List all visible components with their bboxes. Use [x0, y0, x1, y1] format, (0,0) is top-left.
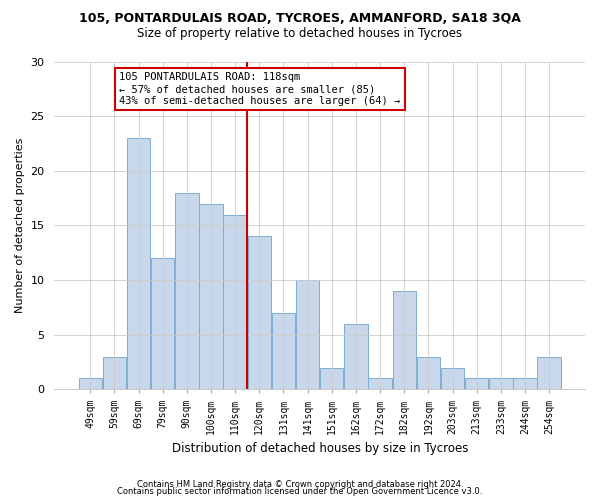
Text: Contains public sector information licensed under the Open Government Licence v3: Contains public sector information licen…: [118, 488, 482, 496]
Bar: [175, 192, 199, 390]
Bar: [513, 378, 537, 390]
Text: 105, PONTARDULAIS ROAD, TYCROES, AMMANFORD, SA18 3QA: 105, PONTARDULAIS ROAD, TYCROES, AMMANFO…: [79, 12, 521, 26]
Bar: [151, 258, 175, 390]
Bar: [127, 138, 150, 390]
Bar: [368, 378, 392, 390]
Bar: [103, 356, 126, 390]
Bar: [441, 368, 464, 390]
Bar: [392, 291, 416, 390]
Y-axis label: Number of detached properties: Number of detached properties: [15, 138, 25, 313]
Bar: [79, 378, 102, 390]
Bar: [272, 313, 295, 390]
Bar: [296, 280, 319, 390]
Bar: [344, 324, 368, 390]
Bar: [489, 378, 512, 390]
Bar: [320, 368, 343, 390]
Text: 105 PONTARDULAIS ROAD: 118sqm
← 57% of detached houses are smaller (85)
43% of s: 105 PONTARDULAIS ROAD: 118sqm ← 57% of d…: [119, 72, 400, 106]
Bar: [199, 204, 223, 390]
Text: Contains HM Land Registry data © Crown copyright and database right 2024.: Contains HM Land Registry data © Crown c…: [137, 480, 463, 489]
Bar: [538, 356, 561, 390]
Bar: [248, 236, 271, 390]
Bar: [223, 214, 247, 390]
Bar: [465, 378, 488, 390]
Text: Size of property relative to detached houses in Tycroes: Size of property relative to detached ho…: [137, 28, 463, 40]
Bar: [416, 356, 440, 390]
X-axis label: Distribution of detached houses by size in Tycroes: Distribution of detached houses by size …: [172, 442, 468, 455]
